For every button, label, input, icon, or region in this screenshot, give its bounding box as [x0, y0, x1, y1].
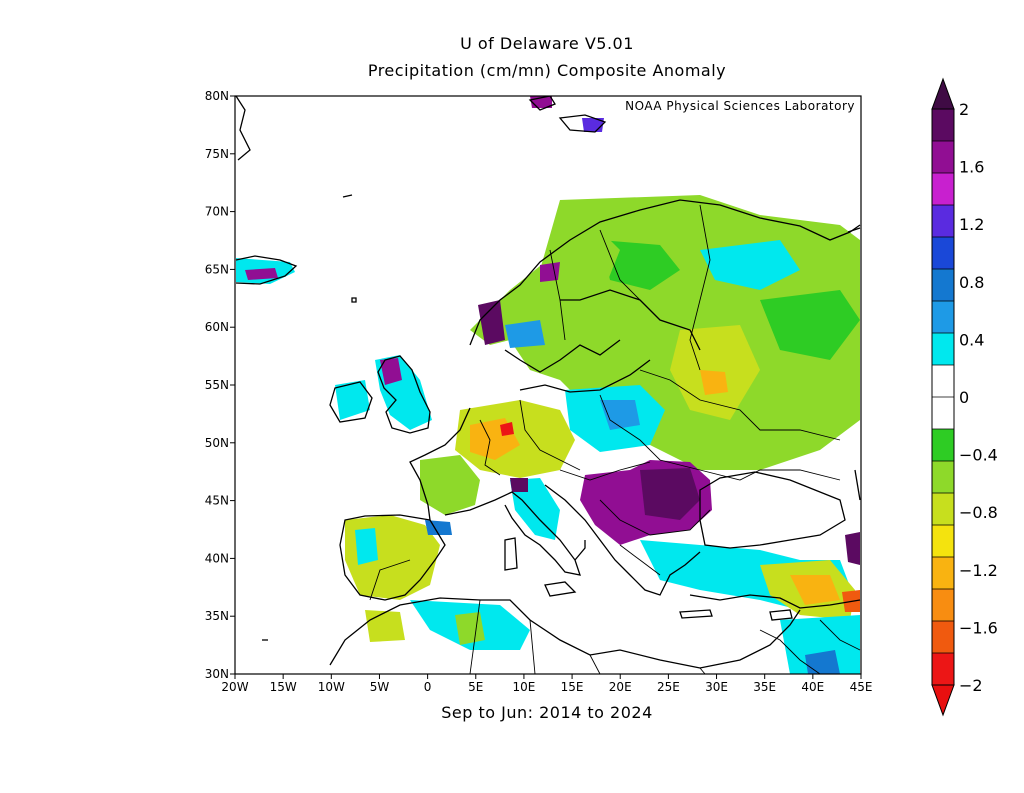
x-tick-label: 10W [318, 680, 345, 694]
anomaly-region [510, 478, 560, 540]
x-tick-label: 20E [609, 680, 632, 694]
colorbar: 2 1.6 1.2 0.8 0.4 0 −0.4 −0.8 −1.2 −1.6 −2 [931, 77, 998, 717]
colorbar-swatch [932, 397, 954, 430]
anomaly-region [780, 615, 860, 674]
y-tick-label: 70N [205, 205, 229, 219]
anomaly-region [470, 230, 620, 380]
anomaly-region [425, 520, 452, 535]
y-tick-label: 65N [205, 262, 229, 276]
colorbar-swatch [932, 109, 954, 142]
anomaly-region [700, 370, 728, 395]
x-tick-label: 30E [705, 680, 728, 694]
y-tick-label: 75N [205, 147, 229, 161]
anomaly-region [500, 422, 514, 436]
x-tick-label: 10E [512, 680, 535, 694]
colorbar-swatch [932, 333, 954, 366]
x-tick-label: 25E [657, 680, 680, 694]
colorbar-label: 0 [959, 388, 969, 407]
colorbar-label: 1.6 [959, 158, 984, 177]
anomaly-region [845, 532, 860, 565]
colorbar-swatch [932, 365, 954, 398]
colorbar-swatch [932, 237, 954, 270]
country-borders [369, 204, 861, 674]
chart-title-line1: U of Delaware V5.01 [460, 34, 634, 53]
x-tick-label: 35E [753, 680, 776, 694]
x-tick-label: 0 [424, 680, 432, 694]
anomaly-region [510, 478, 528, 492]
colorbar-swatch [932, 141, 954, 174]
y-tick-label: 35N [205, 609, 229, 623]
anomaly-region [640, 468, 700, 520]
anomaly-region [600, 240, 680, 290]
colorbar-top-arrow [931, 77, 955, 110]
colorbar-swatch [932, 493, 954, 526]
anomaly-region [540, 262, 560, 282]
anomaly-region [380, 358, 402, 385]
anomaly-region [700, 240, 800, 290]
y-tick-label: 30N [205, 667, 229, 681]
y-tick-label: 60N [205, 320, 229, 334]
colorbar-label: −0.8 [959, 503, 998, 522]
y-tick-label: 40N [205, 551, 229, 565]
y-tick-label: 50N [205, 436, 229, 450]
y-tick-label: 55N [205, 378, 229, 392]
colorbar-swatch [932, 461, 954, 494]
colorbar-label: 0.8 [959, 273, 984, 292]
colorbar-swatch [932, 269, 954, 302]
colorbar-label: −1.6 [959, 618, 998, 637]
y-axis-ticks: 30N 35N 40N 45N 50N 55N 60N 65N 70N 75N 80N [205, 89, 235, 681]
x-tick-label: 20W [221, 680, 248, 694]
colorbar-label: −2 [959, 676, 983, 695]
anomaly-region [505, 320, 545, 348]
colorbar-swatch [932, 621, 954, 654]
colorbar-label: 2 [959, 100, 969, 119]
colorbar-label: 1.2 [959, 215, 984, 234]
y-tick-label: 80N [205, 89, 229, 103]
anomaly-region [478, 300, 505, 345]
colorbar-swatch [932, 653, 954, 686]
anomaly-region [455, 612, 485, 645]
anomaly-region [805, 650, 840, 674]
anomaly-region [760, 290, 860, 360]
colorbar-swatch [932, 589, 954, 622]
x-axis-ticks: 20W 15W 10W 5W 0 5E 10E 15E 20E 25E 30E 35E 40E 45E [221, 674, 872, 694]
x-tick-label: 5E [468, 680, 483, 694]
chart-title-line2: Precipitation (cm/mn) Composite Anomaly [367, 61, 727, 80]
anomaly-region [790, 575, 840, 605]
colorbar-label: −0.4 [959, 446, 998, 465]
anomaly-region [355, 528, 378, 565]
colorbar-swatch [932, 205, 954, 238]
x-tick-label: 5W [370, 680, 390, 694]
anomaly-region [245, 268, 278, 280]
anomaly-region [335, 380, 370, 420]
y-tick-label: 45N [205, 494, 229, 508]
credit-label: NOAA Physical Sciences Laboratory [625, 99, 855, 113]
colorbar-swatch [932, 525, 954, 558]
x-tick-label: 15E [561, 680, 584, 694]
anomaly-region [420, 455, 480, 515]
x-axis-caption: Sep to Jun: 2014 to 2024 [441, 703, 653, 722]
colorbar-label: −1.2 [959, 561, 998, 580]
colorbar-swatch [932, 173, 954, 206]
colorbar-label: 0.4 [959, 330, 984, 349]
anomaly-region [600, 400, 640, 430]
x-tick-label: 15W [270, 680, 297, 694]
colorbar-swatch [932, 557, 954, 590]
x-tick-label: 45E [850, 680, 873, 694]
colorbar-swatch [932, 301, 954, 334]
anomaly-region [365, 610, 405, 642]
colorbar-swatch [932, 429, 954, 462]
x-tick-label: 40E [801, 680, 824, 694]
